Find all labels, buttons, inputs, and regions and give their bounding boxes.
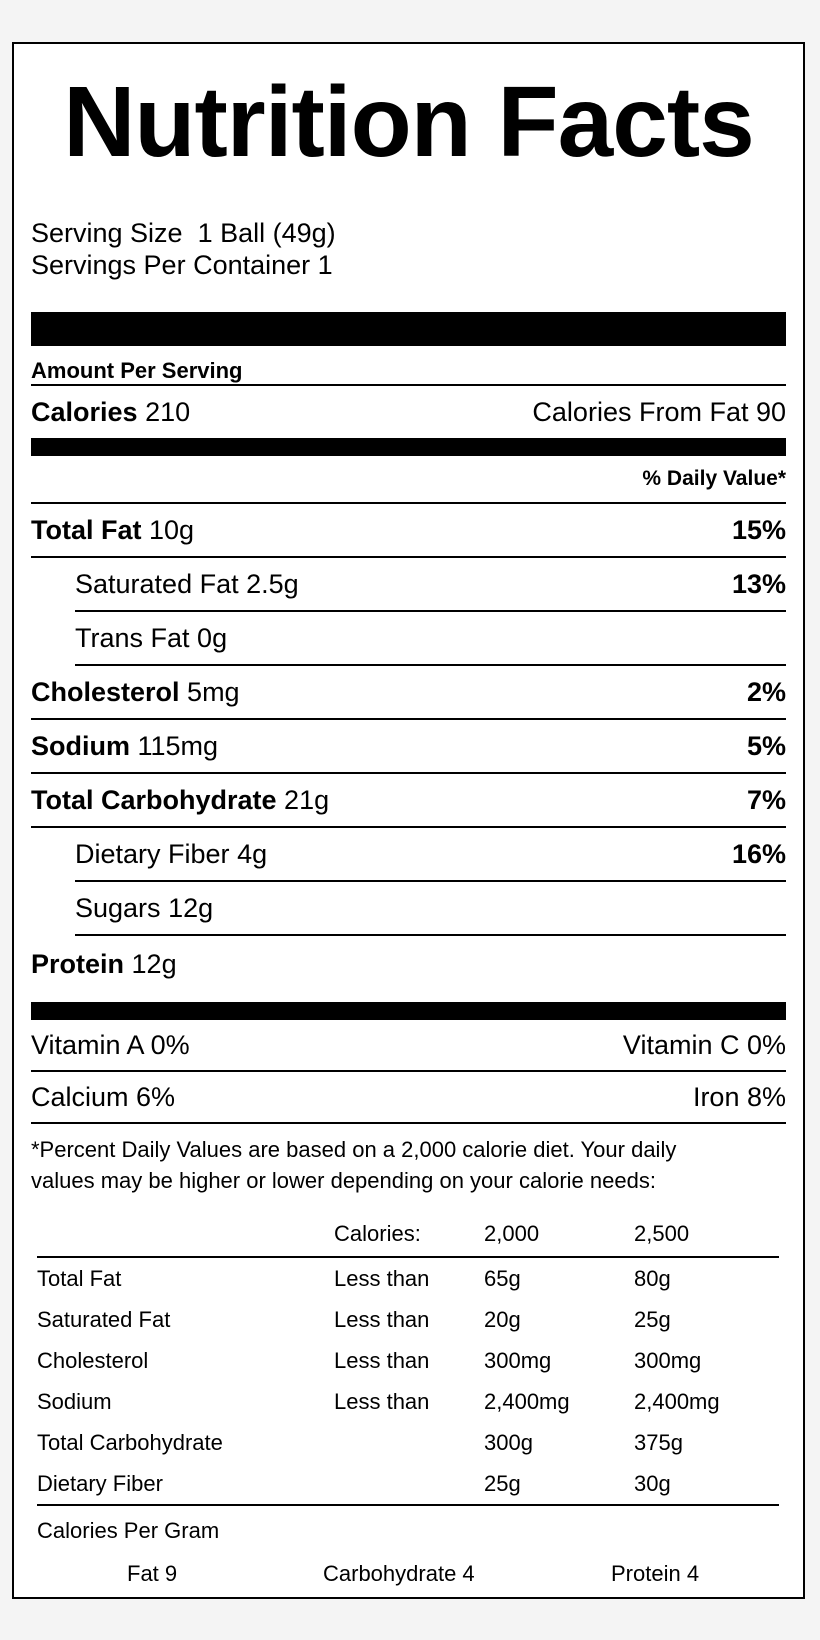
daily-value-header-text: % Daily Value* <box>642 467 786 490</box>
nutrient-name: Total Carbohydrate <box>31 784 277 815</box>
table-header-row: Calories: 2,000 2,500 <box>37 1212 779 1258</box>
vitamin-a: Vitamin A 0% <box>31 1029 190 1060</box>
table-row: Sodium Less than 2,400mg 2,400mg <box>37 1388 720 1414</box>
nutrient-name: Trans Fat <box>75 622 190 653</box>
nutrient-row-total-fat: Total Fat 10g 15% <box>31 504 786 558</box>
nutrient-name: Dietary Fiber <box>75 838 230 869</box>
nutrient-amount: 21g <box>284 784 330 815</box>
nutrient-amount: 2.5g <box>246 568 299 599</box>
nutrient-row-sodium: Sodium 115mg 5% <box>31 720 786 774</box>
nutrient-amount: 12g <box>168 892 214 923</box>
nutrient-pct: 16% <box>731 838 786 869</box>
nutrient-amount: 115mg <box>137 730 219 761</box>
nutrient-row-dietary-fiber: Dietary Fiber 4g 16% <box>75 828 786 882</box>
nutrient-pct: 15% <box>731 514 786 545</box>
nutrient-row-total-carbohydrate: Total Carbohydrate 21g 7% <box>31 774 786 828</box>
nutrient-amount: 10g <box>149 514 195 545</box>
amount-per-serving: Amount Per Serving <box>31 346 786 386</box>
nutrient-name: Saturated Fat <box>75 568 239 599</box>
cpg-protein: Protein 4 <box>611 1561 700 1586</box>
nutrient-row-protein: Protein 12g <box>31 936 786 992</box>
cpg-fat: Fat 9 <box>127 1561 178 1586</box>
iron: Iron 8% <box>692 1081 786 1112</box>
footnote-line: *Percent Daily Values are based on a 2,0… <box>31 1137 677 1162</box>
nutrient-row-sugars: Sugars 12g <box>75 882 786 936</box>
nutrient-amount: 12g <box>131 948 177 979</box>
label-title: Nutrition Facts <box>63 66 755 178</box>
nutrient-name: Total Fat <box>31 514 142 545</box>
nutrient-name: Sodium <box>31 730 130 761</box>
calories-per-gram-label: Calories Per Gram <box>37 1518 220 1543</box>
table-row: Total Fat Less than 65g 80g <box>37 1265 671 1291</box>
serving-size-value: 1 Ball (49g) <box>197 218 336 248</box>
medium-divider <box>31 1002 786 1020</box>
table-row: Total Carbohydrate 300g 375g <box>37 1429 683 1455</box>
footnote: *Percent Daily Values are based on a 2,0… <box>31 1124 786 1196</box>
calories-row: Calories 210 Calories From Fat 90 <box>31 386 786 438</box>
calories-value: 210 <box>145 396 191 427</box>
nutrient-pct: 5% <box>746 730 786 761</box>
serving-size-label: Serving Size <box>31 218 183 248</box>
nutrient-name: Cholesterol <box>31 676 180 707</box>
nutrient-row-saturated-fat: Saturated Fat 2.5g 13% <box>75 558 786 612</box>
table-row: Saturated Fat Less than 20g 25g <box>37 1306 671 1332</box>
daily-values-table: Calories: 2,000 2,500 Total Fat Less than… <box>37 1212 779 1506</box>
nutrient-amount: 0g <box>197 622 228 653</box>
nutrient-pct: 2% <box>746 676 786 707</box>
nutrient-row-cholesterol: Cholesterol 5mg 2% <box>31 666 786 720</box>
nutrient-name: Sugars <box>75 892 161 923</box>
calories-from-fat: Calories From Fat 90 <box>532 396 786 427</box>
thick-divider <box>31 312 786 346</box>
serving-size: Serving Size 1 Ball (49g) <box>31 220 786 252</box>
nutrition-label: Nutrition Facts Serving Size 1 Ball (49g… <box>12 42 805 1599</box>
medium-divider <box>31 438 786 456</box>
nutrient-pct: 7% <box>746 784 786 815</box>
calcium: Calcium 6% <box>31 1081 176 1112</box>
nutrient-name: Protein <box>31 948 125 979</box>
calories-label: Calories <box>31 396 138 427</box>
vitamin-row-1: Vitamin A 0% Vitamin C 0% <box>31 1020 786 1072</box>
nutrient-amount: 5mg <box>187 676 240 707</box>
daily-value-header: % Daily Value* <box>31 456 786 504</box>
table-row: Cholesterol Less than 300mg 300mg <box>37 1347 702 1373</box>
cpg-carbohydrate: Carbohydrate 4 <box>323 1561 475 1586</box>
nutrient-pct: 13% <box>731 568 786 599</box>
servings-per-container: Servings Per Container 1 <box>31 250 333 280</box>
calories-per-gram-row: Fat 9 Carbohydrate 4 Protein 4 <box>31 1561 786 1587</box>
footnote-line: values may be higher or lower depending … <box>31 1168 656 1193</box>
vitamin-c: Vitamin C 0% <box>622 1029 786 1060</box>
vitamin-row-2: Calcium 6% Iron 8% <box>31 1072 786 1124</box>
table-row: Dietary Fiber 25g 30g <box>37 1463 779 1506</box>
nutrient-amount: 4g <box>237 838 268 869</box>
nutrient-row-trans-fat: Trans Fat 0g <box>75 612 786 666</box>
